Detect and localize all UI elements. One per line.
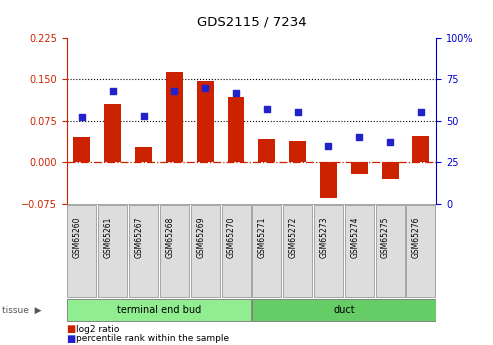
Text: terminal end bud: terminal end bud [117, 305, 201, 315]
Text: GSM65272: GSM65272 [288, 216, 298, 258]
Text: duct: duct [333, 305, 354, 315]
Point [109, 88, 117, 94]
Text: GSM65273: GSM65273 [319, 216, 328, 258]
Bar [197, 81, 213, 162]
Point [417, 110, 425, 115]
Text: GSM65270: GSM65270 [227, 216, 236, 258]
Bar [135, 147, 152, 162]
Bar [68, 205, 97, 297]
Bar [258, 139, 275, 162]
Bar [351, 162, 368, 174]
Bar [382, 162, 398, 179]
Bar [67, 299, 251, 322]
Point [386, 139, 394, 145]
Text: GDS2115 / 7234: GDS2115 / 7234 [197, 16, 306, 29]
Bar [129, 205, 158, 297]
Point [355, 135, 363, 140]
Text: GSM65267: GSM65267 [135, 216, 143, 258]
Bar [314, 205, 343, 297]
Point [78, 115, 86, 120]
Bar [228, 97, 245, 162]
Point [324, 143, 332, 148]
Text: GSM65260: GSM65260 [73, 216, 82, 258]
Point [232, 90, 240, 95]
Text: GSM65274: GSM65274 [350, 216, 359, 258]
Bar [105, 104, 121, 162]
Point [140, 113, 147, 119]
Text: GSM65268: GSM65268 [165, 216, 175, 258]
Text: GSM65261: GSM65261 [104, 216, 113, 258]
Bar [166, 72, 183, 162]
Bar [252, 205, 282, 297]
Bar [283, 205, 312, 297]
Point [263, 106, 271, 112]
Text: tissue  ▶: tissue ▶ [2, 306, 42, 315]
Point [294, 110, 302, 115]
Bar [73, 137, 90, 162]
Bar [160, 205, 189, 297]
Bar [376, 205, 405, 297]
Bar [320, 162, 337, 198]
Text: ■: ■ [67, 334, 76, 344]
Bar [406, 205, 435, 297]
Text: GSM65269: GSM65269 [196, 216, 205, 258]
Text: ■: ■ [67, 325, 76, 334]
Text: percentile rank within the sample: percentile rank within the sample [76, 334, 230, 343]
Text: GSM65276: GSM65276 [412, 216, 421, 258]
Bar [413, 136, 429, 162]
Bar [252, 299, 436, 322]
Bar [98, 205, 127, 297]
Bar [191, 205, 220, 297]
Bar [345, 205, 374, 297]
Bar [289, 141, 306, 162]
Point [201, 85, 209, 90]
Point [171, 88, 178, 94]
Text: log2 ratio: log2 ratio [76, 325, 120, 334]
Text: GSM65271: GSM65271 [258, 216, 267, 258]
Text: GSM65275: GSM65275 [381, 216, 390, 258]
Bar [221, 205, 250, 297]
